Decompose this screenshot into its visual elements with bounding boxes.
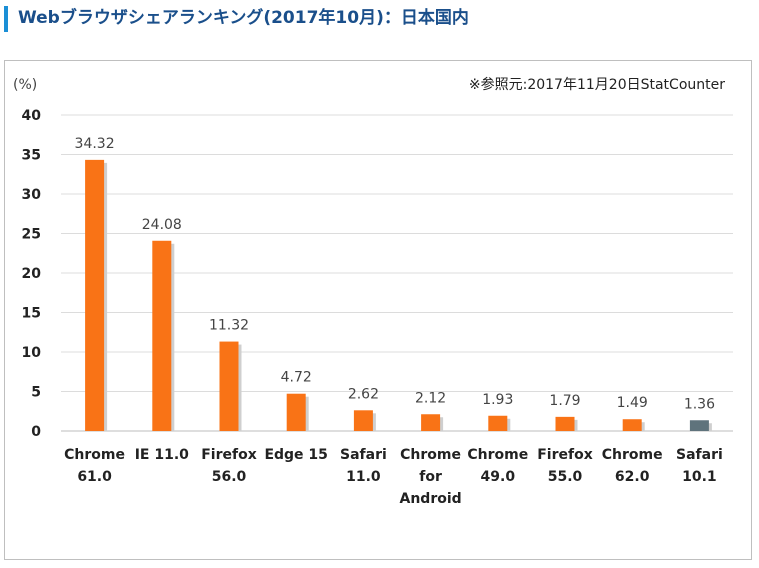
y-axis-ticks: 0 5 10 15 20 25 30 35 40 [22,108,42,440]
page-title: Webブラウザシェアランキング(2017年10月)：日本国内 [18,8,469,28]
x-tick-label: Chrome for Android [400,447,462,507]
bar [219,341,239,431]
bar [286,393,306,431]
bar [689,420,709,431]
y-tick-label: 25 [22,227,41,243]
data-label: 4.72 [281,370,312,386]
chart-container: (%) ※参照元:2017年11月20日StatCounter 0 5 10 15 20… [4,60,752,560]
bar [421,414,441,431]
y-axis-unit-label: (%) [13,77,37,93]
y-tick-label: 35 [22,148,41,164]
value-labels: 34.32 24.08 11.32 4.72 2.62 2.12 1.93 1.79 1.49 1… [75,136,716,412]
y-tick-label: 10 [22,345,42,361]
bar [488,415,508,431]
y-tick-label: 40 [22,108,42,124]
bar [622,419,642,431]
y-tick-label: 15 [22,306,41,322]
x-tick-label: Chrome 61.0 [64,447,125,485]
data-label: 1.93 [482,392,513,408]
data-label: 11.32 [209,318,249,334]
bar [353,410,373,431]
x-tick-label: Firefox 56.0 [201,447,257,485]
x-tick-label: Firefox 55.0 [537,447,593,485]
bar [152,240,172,431]
bar-chart: (%) ※参照元:2017年11月20日StatCounter 0 5 10 15 20… [13,76,733,507]
data-label: 1.36 [684,396,715,412]
data-label: 2.62 [348,386,379,402]
x-tick-label: Safari 10.1 [676,447,723,485]
x-tick-label: IE 11.0 [135,447,189,463]
data-label: 2.12 [415,390,446,406]
bars [85,159,712,431]
source-note: ※参照元:2017年11月20日StatCounter [469,76,725,93]
bar [85,159,105,431]
y-tick-label: 5 [31,385,41,401]
category-labels: Chrome 61.0 IE 11.0 Firefox 56.0 Edge 15 Safar… [64,447,723,507]
data-label: 1.79 [549,393,580,409]
y-tick-label: 0 [31,424,41,440]
x-tick-label: Chrome 62.0 [602,447,663,485]
data-label: 34.32 [75,136,115,152]
x-tick-label: Safari 11.0 [340,447,387,485]
y-tick-label: 30 [22,187,42,203]
x-tick-label: Chrome 49.0 [467,447,528,485]
bar [555,416,575,431]
y-tick-label: 20 [22,266,42,282]
x-tick-label: Edge 15 [264,447,327,463]
data-label: 1.49 [617,395,648,411]
title-accent-bar [4,6,8,32]
data-label: 24.08 [142,217,182,233]
